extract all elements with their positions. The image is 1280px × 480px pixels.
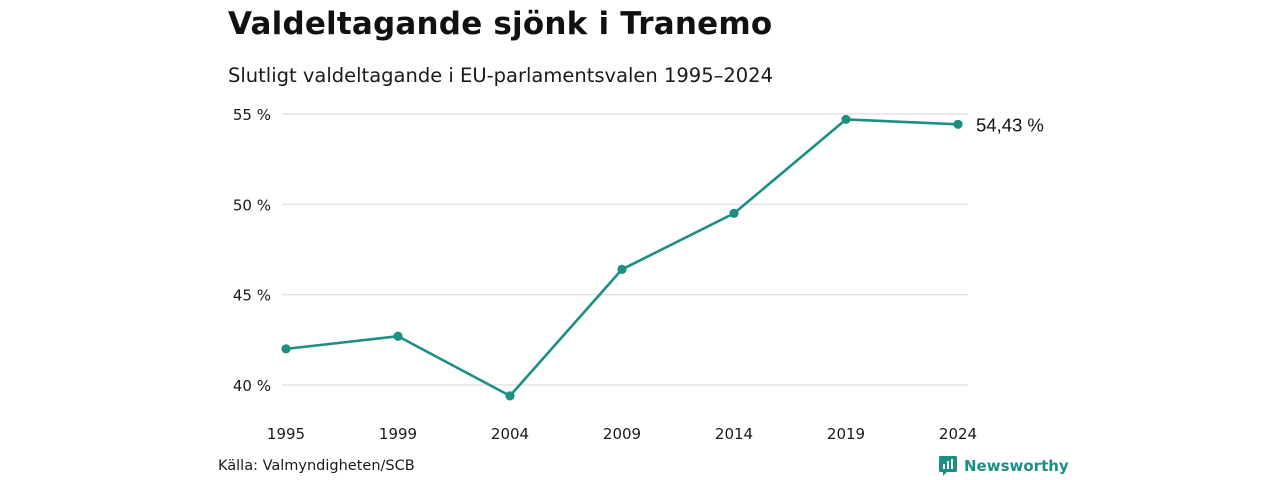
y-tick-label: 55 %	[233, 106, 271, 124]
newsworthy-logo-icon	[939, 456, 957, 476]
brand-name: Newsworthy	[964, 457, 1069, 475]
y-tick-label: 50 %	[233, 196, 271, 214]
data-point	[393, 331, 403, 341]
data-point	[617, 264, 627, 274]
x-tick-label: 2024	[939, 425, 977, 443]
data-point	[953, 119, 963, 129]
chart-subtitle: Slutligt valdeltagande i EU-parlamentsva…	[228, 64, 773, 87]
data-point	[729, 208, 739, 218]
source-note: Källa: Valmyndigheten/SCB	[218, 458, 415, 474]
y-tick-label: 45 %	[233, 287, 271, 305]
brand-logo: Newsworthy	[938, 455, 1069, 477]
x-tick-label: 2004	[491, 425, 529, 443]
x-tick-label: 2019	[827, 425, 865, 443]
data-point	[281, 344, 291, 354]
chart-title: Valdeltagande sjönk i Tranemo	[228, 6, 773, 42]
data-point	[841, 114, 851, 125]
data-point	[505, 391, 515, 401]
y-tick-label: 40 %	[233, 377, 271, 395]
x-tick-label: 1995	[267, 425, 305, 443]
series-line	[284, 118, 960, 398]
x-tick-label: 2009	[603, 425, 641, 443]
x-tick-label: 2014	[715, 425, 753, 443]
x-tick-label: 1999	[379, 425, 417, 443]
end-value-label: 54,43 %	[976, 114, 1044, 135]
